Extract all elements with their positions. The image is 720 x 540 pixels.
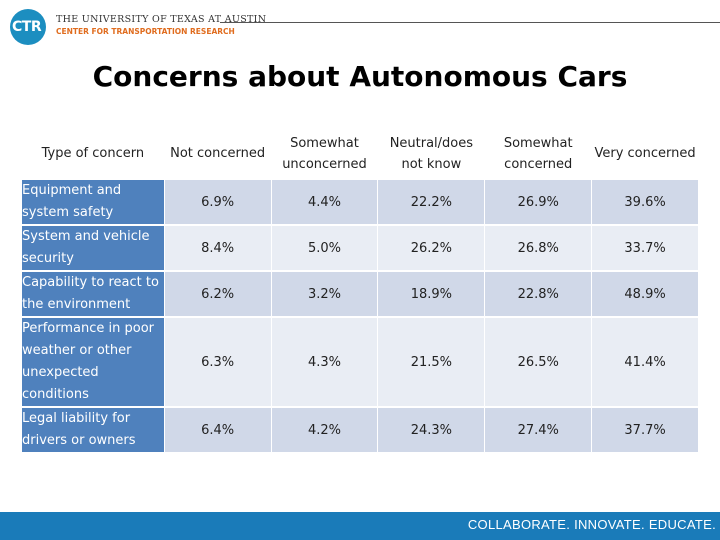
table-header-row: Type of concern Not concerned Somewhat u… — [22, 129, 698, 178]
table-cell: 22.8% — [485, 272, 592, 316]
table-cell: 33.7% — [592, 226, 698, 270]
table-cell: 48.9% — [592, 272, 698, 316]
university-name: THE UNIVERSITY OF TEXAS AT AUSTIN — [56, 14, 267, 25]
table-cell: 6.4% — [164, 408, 271, 452]
table-cell: 6.3% — [164, 318, 271, 406]
table-cell: 39.6% — [592, 180, 698, 224]
column-header: Somewhat unconcerned — [271, 129, 378, 178]
row-label: Performance in poor weather or other une… — [22, 318, 164, 406]
table-row: Equipment and system safety 6.9% 4.4% 22… — [22, 180, 698, 224]
slide-title: Concerns about Autonomous Cars — [92, 60, 628, 93]
table-cell: 26.2% — [378, 226, 485, 270]
concerns-table: Type of concern Not concerned Somewhat u… — [21, 127, 699, 454]
column-header: Not concerned — [164, 129, 271, 178]
table-cell: 22.2% — [378, 180, 485, 224]
table-row: Performance in poor weather or other une… — [22, 318, 698, 406]
table-cell: 18.9% — [378, 272, 485, 316]
table-cell: 26.5% — [485, 318, 592, 406]
table-cell: 4.3% — [271, 318, 378, 406]
column-header: Somewhat concerned — [485, 129, 592, 178]
table-cell: 6.9% — [164, 180, 271, 224]
ctr-logo-icon — [10, 9, 46, 45]
table-cell: 37.7% — [592, 408, 698, 452]
column-header: Very concerned — [592, 129, 698, 178]
table-row: System and vehicle security 8.4% 5.0% 26… — [22, 226, 698, 270]
table-cell: 27.4% — [485, 408, 592, 452]
table-row: Capability to react to the environment 6… — [22, 272, 698, 316]
footer-bar: COLLABORATE. INNOVATE. EDUCATE. — [0, 512, 720, 540]
table-cell: 4.2% — [271, 408, 378, 452]
table-cell: 41.4% — [592, 318, 698, 406]
row-label: Capability to react to the environment — [22, 272, 164, 316]
row-label: System and vehicle security — [22, 226, 164, 270]
table-cell: 6.2% — [164, 272, 271, 316]
table-cell: 8.4% — [164, 226, 271, 270]
table-cell: 26.9% — [485, 180, 592, 224]
table-row: Legal liability for drivers or owners 6.… — [22, 408, 698, 452]
header-divider — [220, 22, 720, 23]
row-label: Equipment and system safety — [22, 180, 164, 224]
table-cell: 5.0% — [271, 226, 378, 270]
logo-text: CTR — [12, 19, 42, 35]
table-cell: 24.3% — [378, 408, 485, 452]
footer-tagline: COLLABORATE. INNOVATE. EDUCATE. — [467, 517, 716, 532]
center-name: CENTER FOR TRANSPORTATION RESEARCH — [56, 27, 235, 36]
header: CTR THE UNIVERSITY OF TEXAS AT AUSTIN CE… — [0, 0, 720, 50]
table-cell: 26.8% — [485, 226, 592, 270]
table-cell: 21.5% — [378, 318, 485, 406]
row-label: Legal liability for drivers or owners — [22, 408, 164, 452]
corner-label: Type of concern — [22, 129, 164, 178]
table-cell: 4.4% — [271, 180, 378, 224]
column-header: Neutral/does not know — [378, 129, 485, 178]
table-cell: 3.2% — [271, 272, 378, 316]
